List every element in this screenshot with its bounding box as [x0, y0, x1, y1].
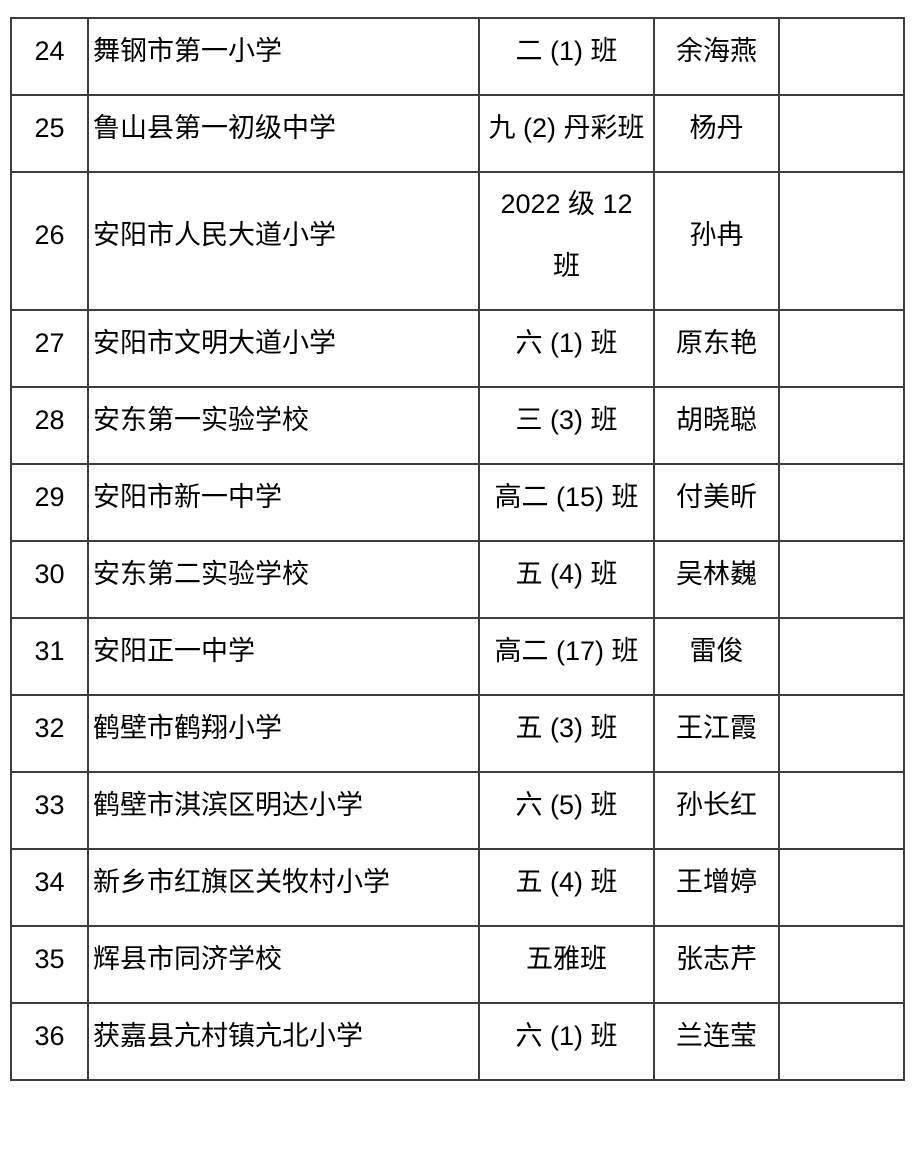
school-cell: 辉县市同济学校	[87, 925, 480, 1004]
table-row: 26 安阳市人民大道小学 2022 级 12 班 孙冉	[10, 171, 905, 311]
class-cell: 五雅班	[478, 925, 655, 1004]
table-row: 25 鲁山县第一初级中学 九 (2) 丹彩班 杨丹	[10, 94, 905, 173]
class-cell: 五 (4) 班	[478, 540, 655, 619]
class-cell: 高二 (15) 班	[478, 463, 655, 542]
school-cell: 鹤壁市淇滨区明达小学	[87, 771, 480, 850]
row-number-cell: 34	[10, 848, 89, 927]
row-number-cell: 33	[10, 771, 89, 850]
table-row: 35 辉县市同济学校 五雅班 张志芹	[10, 925, 905, 1004]
name-cell: 王江霞	[653, 694, 780, 773]
class-cell: 二 (1) 班	[478, 17, 655, 96]
table-row: 29 安阳市新一中学 高二 (15) 班 付美昕	[10, 463, 905, 542]
class-cell: 九 (2) 丹彩班	[478, 94, 655, 173]
class-cell: 五 (3) 班	[478, 694, 655, 773]
class-cell: 高二 (17) 班	[478, 617, 655, 696]
name-cell: 孙冉	[653, 171, 780, 311]
roster-table: 24 舞钢市第一小学 二 (1) 班 余海燕 25 鲁山县第一初级中学 九 (2…	[10, 17, 905, 1081]
table-row: 28 安东第一实验学校 三 (3) 班 胡晓聪	[10, 386, 905, 465]
class-cell: 六 (1) 班	[478, 1002, 655, 1081]
class-cell: 六 (5) 班	[478, 771, 655, 850]
row-number-cell: 26	[10, 171, 89, 311]
row-number-cell: 36	[10, 1002, 89, 1081]
empty-cell	[778, 17, 905, 96]
name-cell: 胡晓聪	[653, 386, 780, 465]
school-cell: 安阳市文明大道小学	[87, 309, 480, 388]
table-row: 27 安阳市文明大道小学 六 (1) 班 原东艳	[10, 309, 905, 388]
empty-cell	[778, 925, 905, 1004]
row-number-cell: 28	[10, 386, 89, 465]
name-cell: 兰连莹	[653, 1002, 780, 1081]
school-cell: 鹤壁市鹤翔小学	[87, 694, 480, 773]
table-row: 36 获嘉县亢村镇亢北小学 六 (1) 班 兰连莹	[10, 1002, 905, 1081]
school-cell: 获嘉县亢村镇亢北小学	[87, 1002, 480, 1081]
name-cell: 原东艳	[653, 309, 780, 388]
empty-cell	[778, 540, 905, 619]
name-cell: 杨丹	[653, 94, 780, 173]
name-cell: 雷俊	[653, 617, 780, 696]
empty-cell	[778, 463, 905, 542]
row-number-cell: 31	[10, 617, 89, 696]
name-cell: 吴林巍	[653, 540, 780, 619]
class-cell: 2022 级 12 班	[478, 171, 655, 311]
table-row: 24 舞钢市第一小学 二 (1) 班 余海燕	[10, 17, 905, 96]
row-number-cell: 30	[10, 540, 89, 619]
school-cell: 鲁山县第一初级中学	[87, 94, 480, 173]
name-cell: 孙长红	[653, 771, 780, 850]
school-cell: 安阳市新一中学	[87, 463, 480, 542]
empty-cell	[778, 1002, 905, 1081]
row-number-cell: 32	[10, 694, 89, 773]
empty-cell	[778, 171, 905, 311]
table-row: 30 安东第二实验学校 五 (4) 班 吴林巍	[10, 540, 905, 619]
school-cell: 舞钢市第一小学	[87, 17, 480, 96]
school-cell: 新乡市红旗区关牧村小学	[87, 848, 480, 927]
empty-cell	[778, 309, 905, 388]
class-cell: 六 (1) 班	[478, 309, 655, 388]
row-number-cell: 25	[10, 94, 89, 173]
empty-cell	[778, 94, 905, 173]
table-row: 33 鹤壁市淇滨区明达小学 六 (5) 班 孙长红	[10, 771, 905, 850]
empty-cell	[778, 694, 905, 773]
class-cell: 五 (4) 班	[478, 848, 655, 927]
school-cell: 安东第一实验学校	[87, 386, 480, 465]
name-cell: 余海燕	[653, 17, 780, 96]
table-row: 32 鹤壁市鹤翔小学 五 (3) 班 王江霞	[10, 694, 905, 773]
class-cell: 三 (3) 班	[478, 386, 655, 465]
table-row: 31 安阳正一中学 高二 (17) 班 雷俊	[10, 617, 905, 696]
empty-cell	[778, 617, 905, 696]
row-number-cell: 29	[10, 463, 89, 542]
empty-cell	[778, 771, 905, 850]
empty-cell	[778, 848, 905, 927]
row-number-cell: 24	[10, 17, 89, 96]
row-number-cell: 27	[10, 309, 89, 388]
row-number-cell: 35	[10, 925, 89, 1004]
name-cell: 张志芹	[653, 925, 780, 1004]
name-cell: 王增婷	[653, 848, 780, 927]
empty-cell	[778, 386, 905, 465]
table-row: 34 新乡市红旗区关牧村小学 五 (4) 班 王增婷	[10, 848, 905, 927]
name-cell: 付美昕	[653, 463, 780, 542]
school-cell: 安阳市人民大道小学	[87, 171, 480, 311]
school-cell: 安东第二实验学校	[87, 540, 480, 619]
school-cell: 安阳正一中学	[87, 617, 480, 696]
